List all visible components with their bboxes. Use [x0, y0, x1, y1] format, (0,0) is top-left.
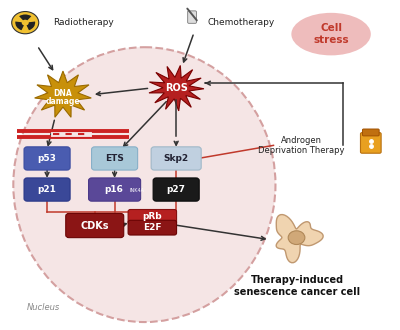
FancyBboxPatch shape — [153, 178, 199, 201]
Polygon shape — [276, 214, 323, 263]
FancyBboxPatch shape — [66, 214, 124, 238]
Circle shape — [12, 12, 39, 34]
Polygon shape — [35, 71, 91, 117]
FancyBboxPatch shape — [188, 11, 196, 23]
Text: Cell
stress: Cell stress — [313, 23, 349, 45]
FancyBboxPatch shape — [128, 210, 176, 224]
Wedge shape — [15, 21, 25, 30]
FancyBboxPatch shape — [24, 147, 70, 170]
Text: Therapy-induced
senescence cancer cell: Therapy-induced senescence cancer cell — [234, 275, 360, 297]
Text: ETS: ETS — [105, 154, 124, 163]
Text: INK4A: INK4A — [130, 188, 145, 193]
Polygon shape — [149, 65, 204, 111]
Text: p53: p53 — [38, 154, 56, 163]
FancyBboxPatch shape — [362, 129, 379, 136]
FancyBboxPatch shape — [151, 147, 201, 170]
Circle shape — [288, 231, 305, 245]
Ellipse shape — [291, 13, 371, 55]
Text: p21: p21 — [38, 185, 56, 194]
Text: Radiotherapy: Radiotherapy — [53, 18, 114, 27]
Wedge shape — [25, 21, 35, 30]
Text: Nucleus: Nucleus — [27, 303, 60, 312]
Text: Androgen
Deprivation Therapy: Androgen Deprivation Therapy — [258, 136, 344, 155]
Text: CDKs: CDKs — [80, 220, 109, 231]
Ellipse shape — [13, 47, 276, 322]
Text: pRb: pRb — [142, 212, 162, 221]
Wedge shape — [19, 15, 31, 23]
Text: E2F: E2F — [143, 223, 162, 232]
Text: damage: damage — [46, 97, 80, 106]
Text: ROS: ROS — [165, 83, 188, 93]
Text: Skp2: Skp2 — [164, 154, 189, 163]
Circle shape — [22, 20, 29, 26]
FancyBboxPatch shape — [128, 220, 176, 235]
FancyBboxPatch shape — [360, 133, 381, 153]
FancyBboxPatch shape — [92, 147, 138, 170]
Text: Chemotherapy: Chemotherapy — [208, 18, 275, 27]
Text: p27: p27 — [167, 185, 186, 194]
FancyBboxPatch shape — [88, 178, 141, 201]
Text: p16: p16 — [104, 185, 123, 194]
FancyBboxPatch shape — [24, 178, 70, 201]
Text: DNA: DNA — [54, 88, 72, 97]
